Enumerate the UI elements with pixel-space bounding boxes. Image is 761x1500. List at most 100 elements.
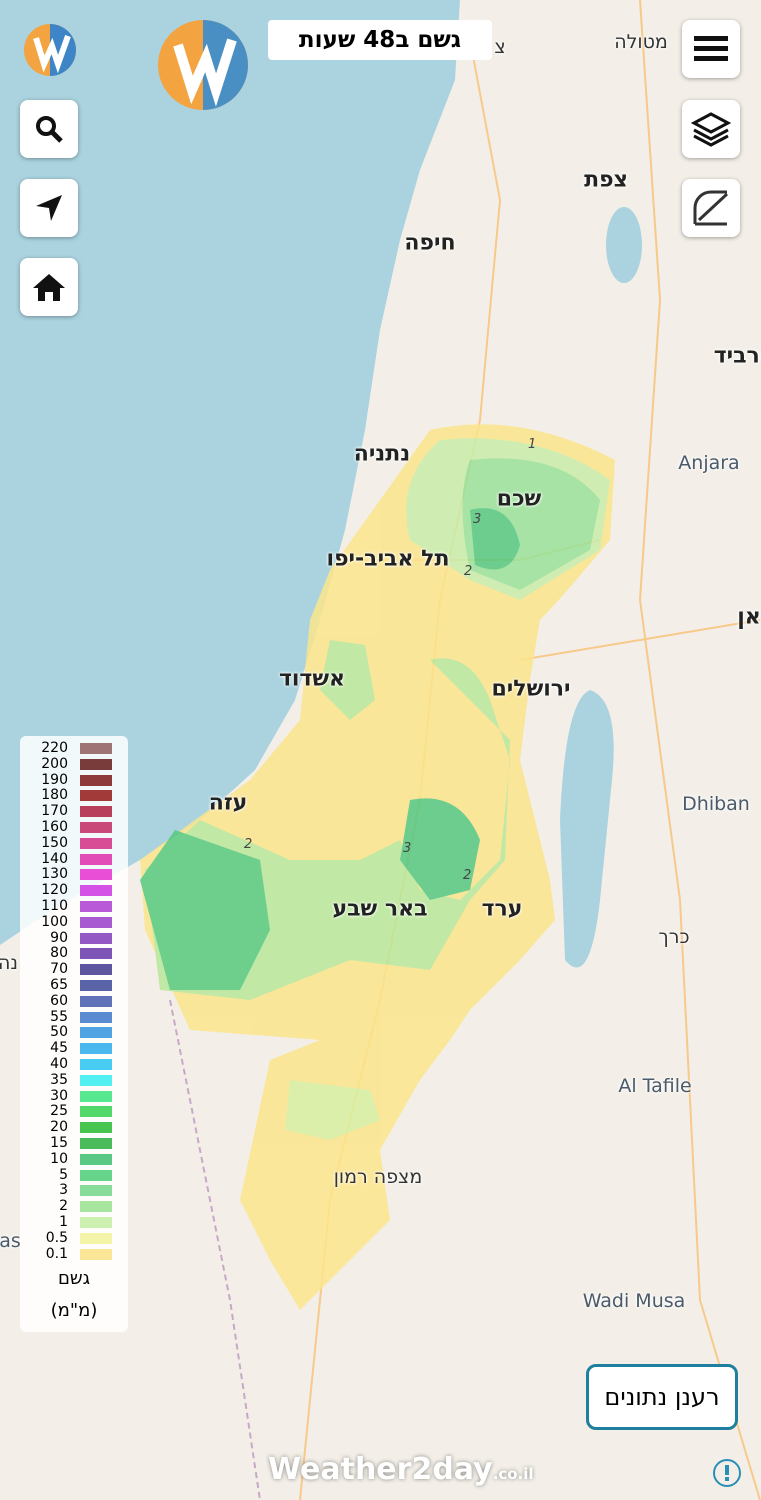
legend-label: 30 [50,1087,68,1104]
logo-small[interactable] [24,24,76,76]
legend-row: 80 [20,945,128,961]
legend-unit: (מ"מ) [50,1300,98,1321]
legend-label: 20 [50,1119,68,1136]
legend-swatch [80,774,112,786]
legend-row: 5 [20,1167,128,1183]
legend-swatch [80,932,112,944]
measure-icon [693,190,729,226]
menu-button[interactable] [682,20,740,78]
legend-label: 0.1 [45,1245,68,1262]
rain-area [140,424,615,1310]
contour-label: 3 [403,841,411,856]
city-label: נה [0,952,19,974]
legend-swatch [80,1011,112,1023]
legend-swatch [80,1153,112,1165]
legend-row: 60 [20,993,128,1009]
legend: גשם (מ"מ) 220 200 190 180 170 160 150 140 130 120… [20,736,128,1332]
legend-row: 190 [20,772,128,788]
logo-icon [33,24,76,76]
search-button[interactable] [20,100,78,158]
legend-row: 180 [20,787,128,803]
legend-label: 70 [50,961,68,978]
city-label: צפת [584,167,628,193]
city-label: אן [737,604,761,630]
legend-row: 0.1 [20,1246,128,1262]
contour-label: 2 [244,837,252,852]
legend-swatch [80,743,112,754]
legend-title: גשם [57,1268,91,1289]
legend-row: 55 [20,1009,128,1025]
legend-label: 15 [50,1135,68,1151]
legend-row: 2 [20,1198,128,1214]
info-button[interactable] [713,1459,741,1487]
legend-label: 65 [50,977,68,993]
legend-row: 50 [20,1024,128,1040]
lake [606,207,642,283]
legend-row: 110 [20,898,128,914]
legend-row: 30 [20,1088,128,1104]
legend-row: 100 [20,914,128,930]
legend-label: 5 [59,1166,68,1183]
measure-button[interactable] [682,179,740,237]
legend-label: 3 [59,1182,68,1199]
legend-label: 100 [41,913,68,930]
locate-button[interactable] [20,179,78,237]
legend-swatch [80,1090,112,1102]
city-label: ירושלים [491,676,571,702]
legend-swatch [80,1169,112,1181]
city-label: מצפה רמון [333,1166,423,1188]
legend-label: 120 [41,882,68,899]
legend-label: 190 [41,771,68,788]
legend-swatch [80,948,112,960]
legend-label: 0.5 [45,1229,68,1246]
city-label: באר שבע [332,896,428,922]
watermark: Weather2day.co.il [268,1452,534,1487]
legend-label: 180 [41,787,68,804]
legend-swatch [80,1043,112,1055]
refresh-button[interactable]: רענן נתונים [586,1364,738,1430]
legend-row: 220 [20,740,128,756]
contour-label: 1 [528,437,536,452]
city-label: צ [494,36,506,58]
legend-swatch [80,806,112,818]
legend-swatch [80,822,112,833]
watermark-brand: Weather2day [268,1452,493,1487]
legend-label: 25 [50,1103,68,1120]
layers-button[interactable] [682,100,740,158]
city-label: ירביד [713,343,761,369]
legend-row: 200 [20,756,128,772]
dead-sea [560,690,614,968]
legend-label: 60 [50,992,68,1009]
legend-swatch [80,1027,112,1039]
legend-swatch [80,1217,112,1228]
city-label: כרך [658,926,690,948]
legend-swatch [80,964,112,976]
legend-label: 55 [50,1008,68,1025]
legend-swatch [80,1106,112,1118]
legend-row: 130 [20,866,128,882]
legend-row: 25 [20,1103,128,1119]
legend-row: 20 [20,1119,128,1135]
legend-swatch [80,1248,112,1260]
locate-icon [36,195,62,221]
legend-label: 1 [59,1214,68,1230]
city-label: חיפה [404,230,456,256]
home-button[interactable] [20,258,78,316]
contour-label: 2 [463,868,471,883]
legend-row: 15 [20,1135,128,1151]
city-label: נתניה [353,441,411,467]
legend-label: 90 [50,929,68,946]
legend-swatch [80,1201,112,1213]
city-label: Anjara [678,452,740,474]
legend-row: 65 [20,977,128,993]
legend-swatch [80,916,112,928]
legend-label: 10 [50,1150,68,1167]
legend-swatch [80,1138,112,1149]
map-title: גשם ב48 שעות [268,20,492,60]
city-label: ערד [481,896,523,922]
logo-large [158,20,248,110]
legend-label: 130 [41,866,68,883]
legend-label: 40 [50,1056,68,1072]
